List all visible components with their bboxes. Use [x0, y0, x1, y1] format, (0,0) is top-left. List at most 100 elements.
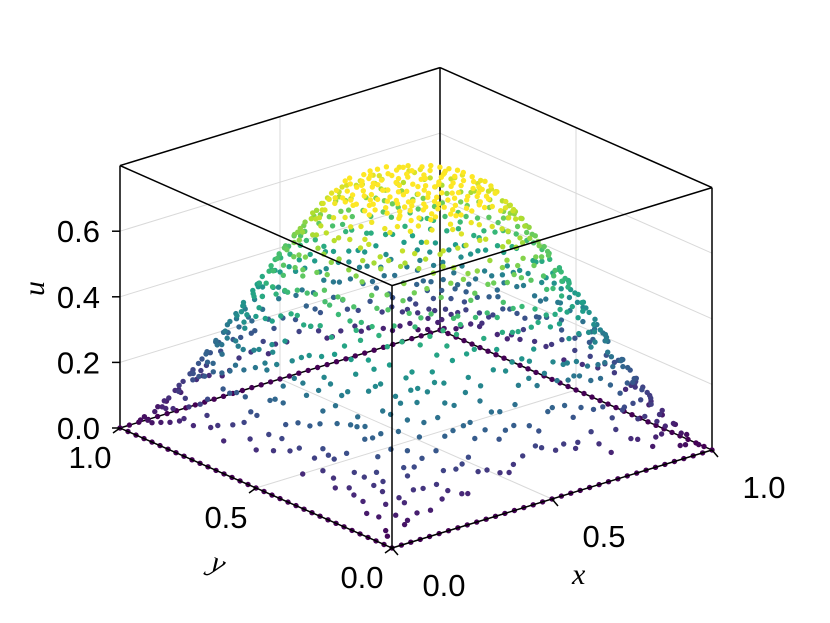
data-point: [382, 231, 389, 238]
data-point: [330, 475, 337, 481]
data-point: [369, 323, 375, 330]
data-point: [388, 214, 395, 220]
data-point: [536, 428, 542, 434]
data-point: [618, 358, 624, 364]
tick-layer: 0.00.51.00.00.51.00.00.20.40.6: [57, 214, 786, 603]
data-point: [357, 245, 364, 251]
data-point: [303, 237, 310, 244]
data-point: [374, 196, 381, 203]
data-point: [283, 421, 289, 428]
data-point: [236, 355, 242, 361]
data-point: [320, 200, 326, 207]
data-point: [364, 263, 370, 269]
data-point: [397, 208, 403, 215]
data-point: [412, 324, 418, 330]
data-point: [482, 247, 489, 253]
data-point: [507, 202, 513, 208]
data-point: [362, 423, 368, 430]
data-point: [579, 361, 585, 368]
data-point: [467, 419, 473, 426]
data-point: [385, 187, 391, 193]
data-point: [233, 389, 240, 396]
data-point: [268, 263, 274, 269]
data-point: [453, 213, 459, 219]
data-point: [433, 448, 439, 454]
data-point: [432, 184, 438, 190]
data-point: [383, 501, 389, 507]
data-point: [596, 441, 602, 447]
data-point: [492, 190, 498, 196]
data-point: [439, 287, 445, 294]
data-point: [486, 314, 492, 320]
data-point: [478, 177, 484, 184]
data-point: [397, 400, 404, 406]
data-point: [658, 431, 665, 437]
data-point: [474, 294, 480, 300]
data-point: [346, 259, 352, 265]
data-point: [287, 448, 293, 454]
data-point: [470, 185, 476, 192]
data-point: [219, 341, 225, 348]
data-point: [277, 376, 283, 382]
data-point: [566, 294, 573, 301]
data-point: [450, 315, 457, 321]
data-point: [384, 198, 391, 204]
data-point: [525, 366, 531, 372]
data-point: [684, 431, 690, 438]
data-point: [429, 227, 435, 233]
data-point: [588, 429, 594, 435]
data-point: [302, 254, 309, 260]
data-point: [267, 397, 273, 404]
data-point: [356, 264, 363, 270]
data-point: [230, 422, 236, 428]
data-point: [410, 181, 416, 187]
data-point: [316, 215, 323, 221]
data-point: [400, 192, 407, 198]
data-point: [543, 343, 549, 350]
data-point: [624, 380, 630, 386]
data-point: [333, 359, 340, 365]
data-point: [468, 321, 474, 327]
data-point: [475, 468, 481, 475]
data-point: [389, 172, 395, 179]
data-point: [455, 313, 461, 319]
data-point: [336, 256, 342, 262]
data-point: [500, 215, 507, 221]
data-point: [556, 265, 563, 271]
data-point: [360, 257, 366, 264]
data-point: [486, 214, 492, 220]
data-point: [336, 279, 343, 285]
data-point: [409, 335, 415, 342]
data-point: [500, 299, 506, 305]
data-point: [457, 219, 463, 225]
data-point: [366, 241, 372, 248]
data-point: [419, 455, 425, 461]
data-point: [460, 423, 467, 429]
data-point: [367, 168, 373, 174]
data-point: [420, 278, 426, 284]
data-point: [458, 182, 464, 189]
y-tick-label: 0.5: [204, 500, 247, 535]
data-point: [669, 429, 675, 436]
data-point: [362, 208, 368, 214]
data-point: [557, 306, 563, 313]
data-point: [400, 164, 406, 170]
data-point: [412, 250, 418, 257]
data-point: [227, 368, 233, 374]
data-point: [503, 198, 509, 205]
data-point: [196, 373, 202, 380]
data-point: [405, 163, 411, 169]
data-point: [396, 215, 402, 222]
y-tick-mark: [384, 547, 393, 554]
data-point: [286, 264, 292, 270]
data-point: [239, 387, 246, 394]
data-point: [415, 191, 421, 197]
data-point: [427, 333, 433, 339]
data-point: [269, 284, 276, 290]
data-point: [252, 364, 259, 371]
data-point: [313, 232, 320, 238]
data-point: [533, 369, 539, 376]
data-point: [395, 175, 402, 182]
data-point: [505, 239, 512, 245]
